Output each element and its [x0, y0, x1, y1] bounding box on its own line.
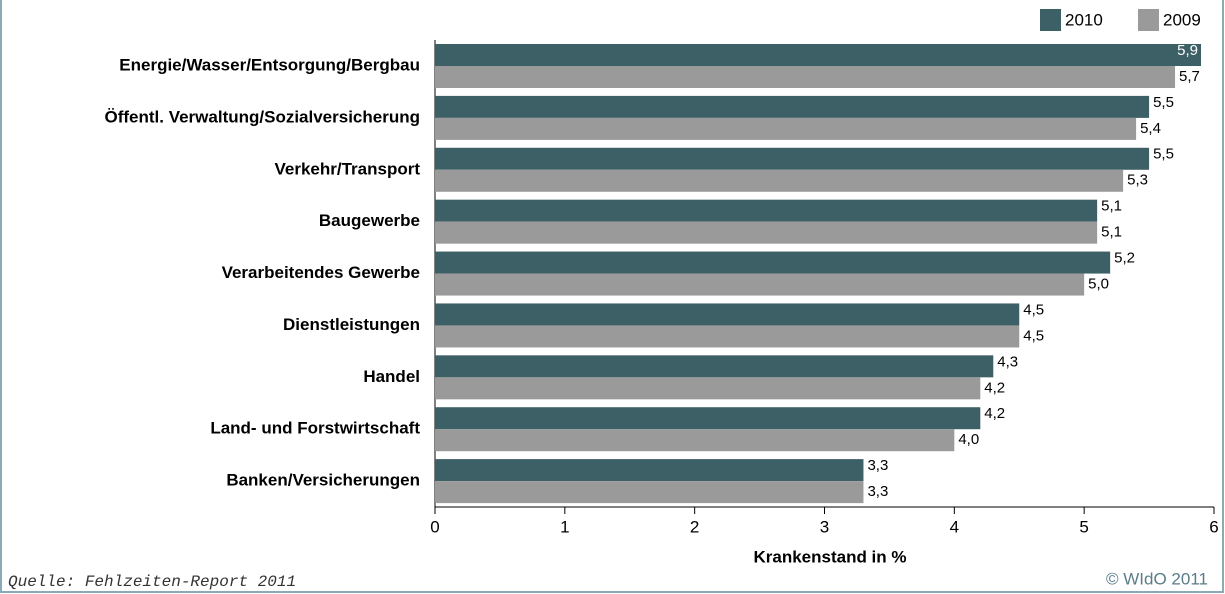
bar [435, 117, 1137, 140]
bar [435, 325, 1020, 348]
value-label: 5,5 [1153, 146, 1174, 163]
legend-swatch [1138, 9, 1159, 31]
bar [435, 407, 981, 430]
value-label: 5,5 [1153, 94, 1174, 111]
value-label: 4,2 [984, 405, 1005, 422]
bar [435, 481, 864, 504]
x-tick-label: 2 [690, 517, 699, 536]
legend-label: 2009 [1163, 10, 1201, 29]
category-label: Baugewerbe [319, 211, 420, 230]
bar [435, 66, 1176, 88]
bar [435, 169, 1124, 192]
value-label: 5,3 [1127, 172, 1148, 189]
value-label: 4,0 [958, 431, 979, 448]
bar [435, 199, 1098, 222]
x-tick-label: 5 [1079, 517, 1088, 536]
bar [435, 273, 1085, 296]
legend-label: 2010 [1065, 10, 1103, 29]
value-label: 4,3 [997, 353, 1018, 370]
legend-swatch [1040, 9, 1061, 31]
value-label: 4,5 [1023, 301, 1044, 318]
x-axis-title: Krankenstand in % [753, 547, 906, 566]
category-label: Land- und Forstwirtschaft [210, 419, 420, 438]
value-label: 5,4 [1140, 120, 1161, 137]
category-label: Energie/Wasser/Entsorgung/Bergbau [119, 55, 420, 74]
x-tick-label: 4 [950, 517, 959, 536]
bar [435, 377, 981, 400]
category-label: Handel [363, 367, 420, 386]
value-label: 5,1 [1101, 198, 1122, 215]
bar [435, 429, 955, 452]
value-label: 4,5 [1023, 327, 1044, 344]
category-label: Dienstleistungen [283, 315, 420, 334]
category-label: Verkehr/Transport [274, 159, 420, 178]
x-tick-label: 6 [1209, 517, 1218, 536]
value-label: 5,0 [1088, 276, 1109, 293]
category-label: Verarbeitendes Gewerbe [222, 263, 420, 282]
x-tick-label: 1 [560, 517, 569, 536]
x-tick-label: 0 [430, 517, 439, 536]
category-label: Banken/Versicherungen [226, 471, 420, 490]
bar [435, 251, 1111, 274]
bar [435, 95, 1150, 118]
value-label: 4,2 [984, 379, 1005, 396]
bar [435, 44, 1202, 66]
source: Quelle: Fehlzeiten-Report 2011 [8, 573, 296, 591]
value-label: 5,7 [1179, 68, 1200, 85]
value-label: 5,9 [1177, 42, 1198, 59]
value-label: 5,1 [1101, 224, 1122, 241]
bar [435, 221, 1098, 244]
bar [435, 355, 994, 378]
copyright: © WIdO 2011 [1106, 569, 1208, 588]
bar [435, 303, 1020, 326]
category-label: Öffentl. Verwaltung/Sozialversicherung [104, 107, 420, 126]
bar [435, 459, 864, 482]
bar [435, 147, 1150, 170]
value-label: 3,3 [867, 483, 888, 500]
value-label: 5,2 [1114, 250, 1135, 267]
value-label: 3,3 [867, 457, 888, 474]
x-tick-label: 3 [820, 517, 829, 536]
